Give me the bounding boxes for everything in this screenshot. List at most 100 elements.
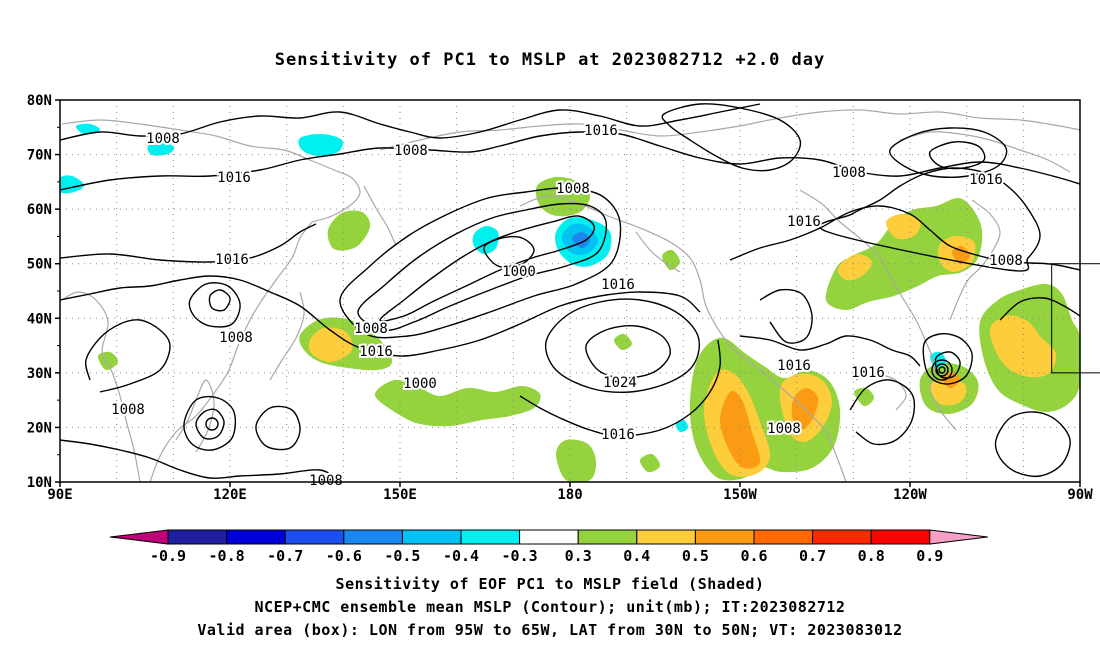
colorbar-swatch — [284, 529, 345, 545]
coastlines — [61, 109, 1080, 482]
isobar — [729, 205, 1080, 271]
contour-label: 1008 — [219, 330, 253, 346]
colorbar-label: -0.8 — [209, 547, 245, 565]
isobar — [60, 131, 1080, 191]
contour-label: 1016 — [359, 344, 393, 360]
contour-labels: 1008 1008 1016 1016 1008 1008 1008 1016 1008 1000… — [109, 121, 1025, 491]
colorbar-swatch — [694, 529, 755, 545]
colorbar-label: 0.7 — [799, 547, 826, 565]
isobar — [922, 333, 973, 385]
isobar — [339, 187, 622, 339]
isobar — [60, 275, 701, 357]
colorbar-swatch — [577, 529, 638, 545]
sensitivity-patch-cyan — [298, 133, 344, 157]
footer-line-1: Sensitivity of EOF PC1 to MSLP field (Sh… — [335, 575, 765, 593]
colorbar-swatch — [401, 529, 462, 545]
graticule — [60, 100, 1080, 482]
colorbar-swatch — [870, 529, 931, 545]
isobar — [183, 395, 237, 451]
sensitivity-patch-green — [97, 351, 119, 371]
sensitivity-patch-green — [327, 210, 371, 251]
isobar — [544, 298, 701, 394]
contour-label: 1008 — [989, 253, 1023, 269]
colorbar-label: 0.3 — [565, 547, 592, 565]
isobar — [519, 339, 721, 437]
isobar — [205, 417, 219, 431]
colorbar-label: -0.5 — [384, 547, 420, 565]
coastline-segment — [379, 123, 741, 151]
colorbar-swatch — [812, 529, 872, 545]
contour-label: 1008 — [832, 165, 866, 181]
lat-tick-label: 40N — [27, 311, 52, 327]
contour-label: 1008 — [309, 473, 343, 489]
contour-label: 1008 — [354, 321, 388, 337]
sensitivity-patch-orange — [720, 390, 761, 469]
contour-label: 1000 — [403, 376, 437, 392]
contour-label: 1008 — [111, 402, 145, 418]
sensitivity-patch-yellow — [308, 327, 353, 363]
contour-label: 1016 — [777, 358, 811, 374]
lat-tick-label: 70N — [27, 148, 52, 164]
colorbar-swatch — [753, 529, 814, 545]
isobar — [255, 405, 301, 451]
sensitivity-patch-green — [613, 333, 633, 351]
isobar — [379, 215, 595, 322]
coastline-segment — [899, 131, 1071, 173]
sensitivity-patch-green — [639, 453, 661, 473]
sensitivity-patch-green — [535, 176, 591, 217]
colorbar-label: 0.6 — [740, 547, 767, 565]
coastline-segment — [61, 119, 361, 223]
sensitivity-patch-cyan — [75, 123, 101, 135]
isobar — [188, 282, 241, 328]
sensitivity-patch-green — [661, 249, 681, 271]
sensitivity-patch-cyan — [60, 175, 85, 194]
valid-area-box — [1051, 263, 1100, 374]
contour-label: 1016 — [601, 277, 635, 293]
isobar — [357, 202, 608, 332]
colorbar-label: -0.6 — [326, 547, 362, 565]
isobar — [759, 288, 813, 344]
colorbar-label: -0.9 — [150, 547, 186, 565]
contour-label: 1016 — [969, 172, 1003, 188]
isobar — [889, 127, 1008, 178]
contour-label: 1016 — [851, 365, 885, 381]
colorbar-label: 0.4 — [623, 547, 650, 565]
colorbar-swatch — [636, 529, 696, 545]
isobar — [60, 223, 317, 263]
mslp-contours — [60, 103, 1080, 482]
colorbar-label: 0.5 — [682, 547, 709, 565]
colorbar-arrow-high — [929, 529, 988, 545]
lat-tick-label: 50N — [27, 257, 52, 273]
sensitivity-patch-yellow — [929, 378, 967, 406]
lat-tick-label: 20N — [27, 420, 52, 436]
lat-tick-label: 80N — [27, 93, 52, 109]
contour-label: 1024 — [603, 375, 637, 391]
footer-line-2: NCEP+CMC ensemble mean MSLP (Contour); u… — [254, 598, 846, 616]
sensitivity-patch-orange — [951, 245, 971, 265]
sensitivity-patch-green — [374, 379, 541, 427]
contour-label: 1016 — [584, 123, 618, 139]
lon-tick-label: 120W — [893, 487, 927, 503]
isobar — [585, 325, 671, 379]
sensitivity-patch-cyan — [147, 141, 175, 156]
contour-label: 1016 — [787, 214, 821, 230]
footer-line-3: Valid area (box): LON from 95W to 65W, L… — [197, 621, 903, 639]
coastline-segment — [799, 189, 957, 431]
contour-label: 1008 — [556, 181, 590, 197]
isobar — [938, 366, 946, 374]
chart-title: Sensitivity of PC1 to MSLP at 2023082712… — [274, 50, 826, 70]
colorbar-swatch — [460, 529, 521, 545]
contour-label: 1016 — [601, 427, 635, 443]
coastline-segment — [269, 291, 305, 381]
coastline-segment — [739, 109, 1080, 131]
isobar — [84, 319, 171, 393]
isobar — [935, 363, 949, 377]
colorbar-arrow-low — [109, 529, 169, 545]
coastline-segment — [855, 373, 907, 411]
isobar — [208, 289, 231, 312]
coastline-segment — [363, 185, 397, 247]
lon-tick-label: 180 — [557, 487, 582, 503]
lon-tick-label: 150W — [723, 487, 757, 503]
colorbar: -0.9 -0.8 -0.7 -0.6 -0.5 -0.4 -0.3 0.3 0.4 0.5 0.6… — [109, 529, 988, 565]
